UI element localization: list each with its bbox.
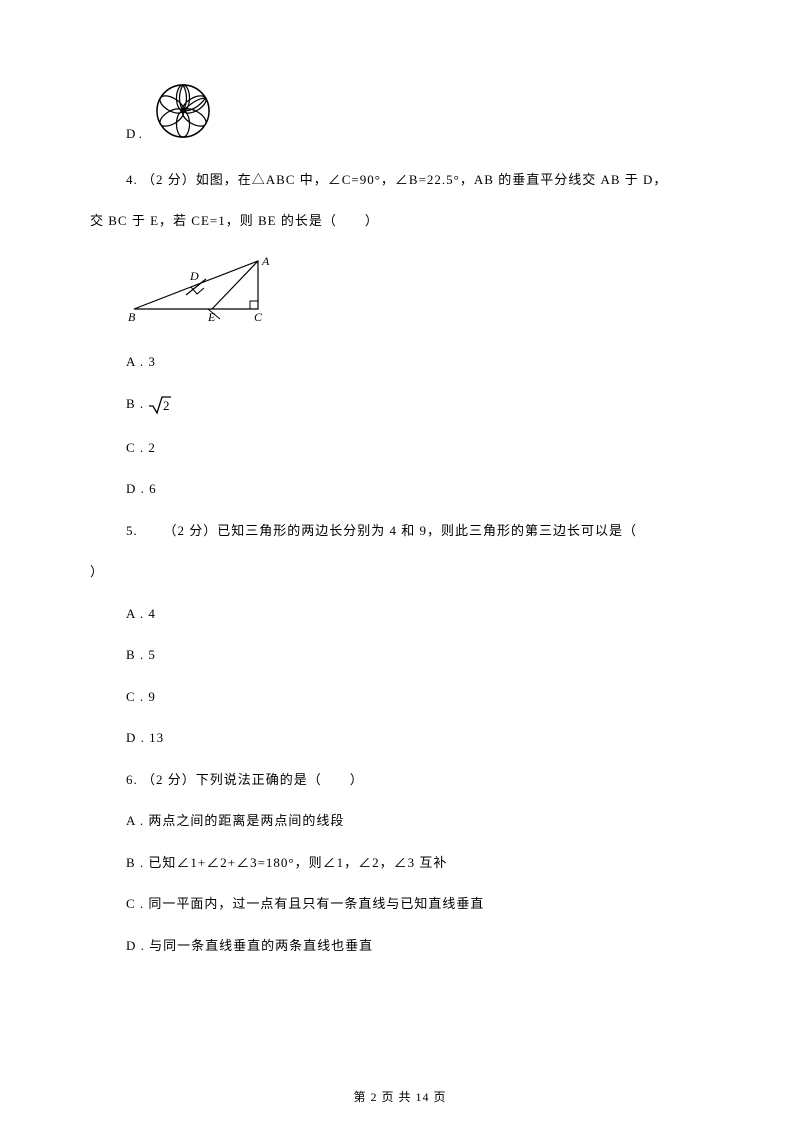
page-footer: 第 2 页 共 14 页 — [0, 1088, 800, 1106]
q5-option-c: C . 9 — [126, 687, 710, 707]
prev-option-d-label: D . — [126, 124, 142, 144]
q4-option-b: B . 2 — [126, 394, 710, 416]
svg-text:A: A — [261, 254, 270, 268]
svg-text:C: C — [254, 310, 263, 324]
sqrt-icon: 2 — [148, 394, 172, 416]
svg-text:B: B — [128, 310, 136, 324]
q6-option-d: D . 与同一条直线垂直的两条直线也垂直 — [126, 936, 710, 956]
q5-line2: ） — [90, 562, 710, 582]
q4-figure: A B C D E — [126, 253, 710, 331]
q5-option-b: B . 5 — [126, 645, 710, 665]
q6-line1: 6. （2 分）下列说法正确的是（ ） — [126, 770, 710, 790]
q5-option-a: A . 4 — [126, 604, 710, 624]
q6-option-c: C . 同一平面内，过一点有且只有一条直线与已知直线垂直 — [126, 894, 710, 914]
svg-text:D: D — [189, 269, 199, 283]
q5-line1: 5. （2 分）已知三角形的两边长分别为 4 和 9，则此三角形的第三边长可以是… — [126, 521, 710, 541]
page-content: D . 4. （2 分）如图，在△ABC 中，∠C=90°，∠B=22.5°，A… — [90, 80, 710, 955]
svg-text:2: 2 — [163, 398, 171, 413]
q4-option-d: D . 6 — [126, 479, 710, 499]
q4-option-a: A . 3 — [126, 352, 710, 372]
q4-option-c: C . 2 — [126, 438, 710, 458]
prev-option-d: D . — [126, 80, 710, 148]
q6-option-b: B . 已知∠1+∠2+∠3=180°，则∠1，∠2，∠3 互补 — [126, 853, 710, 873]
q6-option-a: A . 两点之间的距离是两点间的线段 — [126, 811, 710, 831]
q4-line2: 交 BC 于 E，若 CE=1，则 BE 的长是（ ） — [90, 211, 710, 231]
q5-option-d: D . 13 — [126, 728, 710, 748]
flower-icon — [152, 80, 214, 148]
q4-option-b-prefix: B . — [126, 396, 144, 411]
q4-line1: 4. （2 分）如图，在△ABC 中，∠C=90°，∠B=22.5°，AB 的垂… — [126, 170, 710, 190]
svg-text:E: E — [207, 310, 216, 324]
